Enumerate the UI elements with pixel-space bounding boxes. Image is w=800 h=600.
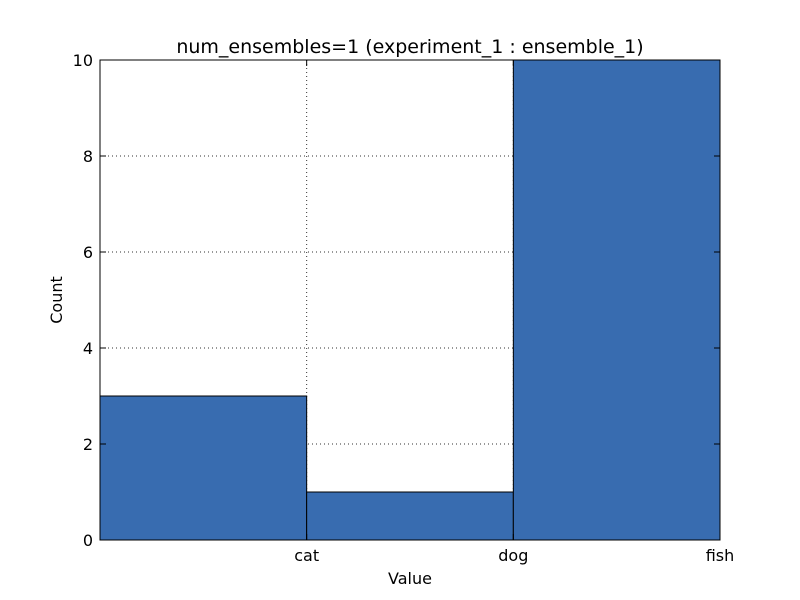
y-tick-label: 10 xyxy=(73,51,93,70)
y-tick-label: 0 xyxy=(83,531,93,550)
bar-fish xyxy=(512,59,721,541)
y-axis-label: Count xyxy=(47,276,66,324)
y-tick-label: 8 xyxy=(83,147,93,166)
y-tick-label: 6 xyxy=(83,243,93,262)
ticks-layer: 0 2 4 6 8 10 cat dog fish xyxy=(73,51,735,565)
y-tick-label: 2 xyxy=(83,435,93,454)
x-axis-label: Value xyxy=(388,569,432,588)
x-tick-label-fish: fish xyxy=(706,546,735,565)
bars-layer xyxy=(99,59,721,541)
bar-dog xyxy=(306,491,514,541)
x-tick-label-cat: cat xyxy=(294,546,319,565)
plot-frame xyxy=(99,59,721,541)
chart-title: num_ensembles=1 (experiment_1 : ensemble… xyxy=(176,36,643,58)
y-tick-label: 4 xyxy=(83,339,93,358)
bar-cat xyxy=(99,395,308,541)
x-tick-label-dog: dog xyxy=(498,546,528,565)
